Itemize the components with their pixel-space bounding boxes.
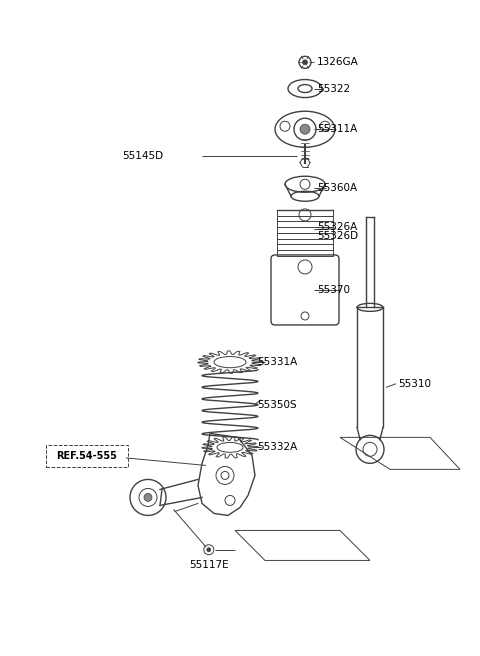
- Circle shape: [207, 548, 211, 552]
- Text: 55350S: 55350S: [257, 400, 297, 410]
- Text: 55322: 55322: [317, 83, 350, 94]
- Text: 1326GA: 1326GA: [317, 57, 359, 68]
- Text: 55370: 55370: [317, 285, 350, 295]
- Text: 55326D: 55326D: [317, 231, 358, 241]
- Text: 55360A: 55360A: [317, 183, 357, 194]
- Text: 55332A: 55332A: [257, 442, 297, 453]
- Circle shape: [302, 60, 308, 65]
- Circle shape: [300, 124, 310, 134]
- Text: 55326A: 55326A: [317, 222, 357, 232]
- Text: 55331A: 55331A: [257, 357, 297, 367]
- Text: 55117E: 55117E: [189, 560, 228, 571]
- Text: 55311A: 55311A: [317, 124, 357, 134]
- Text: REF.54-555: REF.54-555: [57, 451, 118, 461]
- Text: 55310: 55310: [398, 379, 432, 389]
- Circle shape: [144, 493, 152, 501]
- Text: 55145D: 55145D: [122, 151, 164, 161]
